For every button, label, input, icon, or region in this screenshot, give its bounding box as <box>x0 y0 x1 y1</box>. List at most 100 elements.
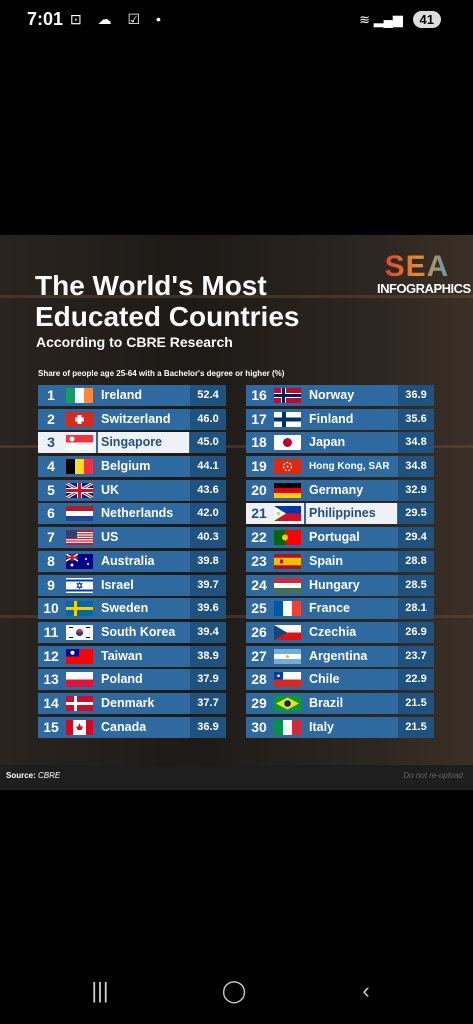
country-name: Portugal <box>309 530 360 545</box>
country-name: Chile <box>309 672 340 687</box>
ranking-row-portugal: 22 Portugal 29.4 <box>246 527 434 549</box>
percentage-value: 52.4 <box>190 385 226 406</box>
finland-flag-icon <box>274 411 301 427</box>
country-name: France <box>309 601 350 616</box>
ranking-row-france: 25 France 28.1 <box>246 598 434 620</box>
belgium-flag-icon <box>66 459 93 475</box>
rank-number: 23 <box>251 552 267 569</box>
ranking-row-israel: 9 Israel 39.7 <box>38 574 226 596</box>
ranking-column-right: 16 Norway 36.9 17 Finland 35.6 18 Japan 34.8 19 Ho… <box>246 385 434 740</box>
percentage-value: 36.9 <box>190 716 226 738</box>
ranking-row-canada: 15 Canada 36.9 <box>38 716 226 738</box>
rank-number: 26 <box>251 623 267 640</box>
switzerland-flag-icon <box>66 411 93 427</box>
percentage-value: 29.4 <box>398 527 434 549</box>
rank-number: 17 <box>251 410 267 427</box>
country-name: Italy <box>309 719 335 734</box>
country-name: South Korea <box>101 624 176 639</box>
percentage-value: 39.6 <box>190 598 226 620</box>
country-name: Belgium <box>101 459 151 474</box>
recent-apps-button[interactable]: ||| <box>91 978 109 1003</box>
rank-number: 29 <box>251 694 267 711</box>
percentage-value: 29.5 <box>398 503 434 525</box>
ranking-row-ireland: 1 Ireland 52.4 <box>38 385 226 406</box>
country-name: US <box>101 530 119 545</box>
wifi-icon: ≋ <box>359 12 371 27</box>
percentage-value: 35.6 <box>398 408 434 430</box>
country-name: Hong Kong, SAR <box>309 461 390 473</box>
country-name: Canada <box>101 719 147 734</box>
country-name: Germany <box>309 482 364 497</box>
percentage-value: 37.7 <box>190 692 226 714</box>
percentage-value: 42.0 <box>190 503 226 525</box>
status-bar: 7:01 ⊡ ☁ ☑ • ≋ ▂▄▆ 41 <box>0 0 473 40</box>
rank-number: 5 <box>47 481 55 498</box>
rank-number: 11 <box>43 623 59 640</box>
country-name: Taiwan <box>101 648 143 663</box>
percentage-value: 22.9 <box>398 669 434 691</box>
percentage-value: 21.5 <box>398 692 434 714</box>
rank-number: 22 <box>251 529 267 546</box>
hungary-flag-icon <box>274 577 301 593</box>
rank-number: 13 <box>43 671 59 688</box>
ranking-row-norway: 16 Norway 36.9 <box>246 385 434 406</box>
percentage-value: 46.0 <box>190 408 226 430</box>
infographic-image: SEA INFOGRAPHICS The World's Most Educat… <box>0 235 473 790</box>
israel-flag-icon <box>66 577 93 593</box>
back-button[interactable]: ‹ <box>362 978 370 1003</box>
ranking-row-japan: 18 Japan 34.8 <box>246 432 434 454</box>
italy-flag-icon <box>274 719 301 735</box>
percentage-value: 39.8 <box>190 550 226 572</box>
percentage-value: 39.4 <box>190 621 226 643</box>
infographic-caption: Share of people age 25-64 with a Bachelo… <box>38 369 285 378</box>
ranking-row-hungary: 24 Hungary 28.5 <box>246 574 434 596</box>
rank-number: 7 <box>47 529 55 546</box>
country-name: Ireland <box>101 388 142 402</box>
rank-number: 4 <box>47 458 55 475</box>
sea-infographics-logo: SEA INFOGRAPHICS <box>377 252 471 297</box>
percentage-value: 34.8 <box>398 432 434 454</box>
ranking-row-switzerland: 2 Switzerland 46.0 <box>38 408 226 430</box>
country-name: Japan <box>309 435 346 450</box>
taiwan-flag-icon <box>66 648 93 664</box>
rank-number: 24 <box>251 576 267 593</box>
percentage-value: 40.3 <box>190 527 226 549</box>
ranking-row-singapore: 3 Singapore 45.0 <box>38 432 226 454</box>
ranking-row-uk: 5 UK 43.6 <box>38 479 226 501</box>
rank-number: 10 <box>43 600 59 617</box>
rank-number: 2 <box>47 410 55 427</box>
rank-number: 19 <box>251 458 267 475</box>
ranking-row-south-korea: 11 South Korea 39.4 <box>38 621 226 643</box>
ireland-flag-icon <box>66 388 93 403</box>
germany-flag-icon <box>274 482 301 498</box>
logo-sea-text: SEA <box>377 252 457 282</box>
signal-icon: ▂▄▆ <box>373 12 403 27</box>
no-reupload-notice: Do not re-upload <box>403 771 463 780</box>
japan-flag-icon <box>274 435 301 451</box>
rank-number: 30 <box>251 718 267 735</box>
ranking-row-czechia: 26 Czechia 26.9 <box>246 621 434 643</box>
country-name: UK <box>101 482 120 497</box>
country-name: Hungary <box>309 577 360 592</box>
percentage-value: 28.8 <box>398 550 434 572</box>
rank-number: 28 <box>251 671 267 688</box>
percentage-value: 32.9 <box>398 479 434 501</box>
portugal-flag-icon <box>274 530 301 546</box>
philippines-flag-icon <box>274 506 301 522</box>
poland-flag-icon <box>66 672 93 688</box>
status-right: ≋ ▂▄▆ 41 <box>359 11 441 28</box>
hong-kong-sar-flag-icon <box>274 459 301 475</box>
ranking-row-denmark: 14 Denmark 37.7 <box>38 692 226 714</box>
country-name: Switzerland <box>101 411 171 426</box>
ranking-row-brazil: 29 Brazil 21.5 <box>246 692 434 714</box>
home-button[interactable]: ◯ <box>221 978 247 1003</box>
south-korea-flag-icon <box>66 624 93 640</box>
percentage-value: 43.6 <box>190 479 226 501</box>
chile-flag-icon <box>274 672 301 688</box>
infographic-footer: Source: CBRE Do not re-upload <box>0 765 473 790</box>
ranking-row-belgium: 4 Belgium 44.1 <box>38 456 226 478</box>
country-name: Brazil <box>309 695 344 710</box>
ranking-column-left: 1 Ireland 52.4 2 Switzerland 46.0 3 Singapore 45… <box>38 385 226 740</box>
percentage-value: 36.9 <box>398 385 434 406</box>
country-name: Denmark <box>101 695 155 710</box>
